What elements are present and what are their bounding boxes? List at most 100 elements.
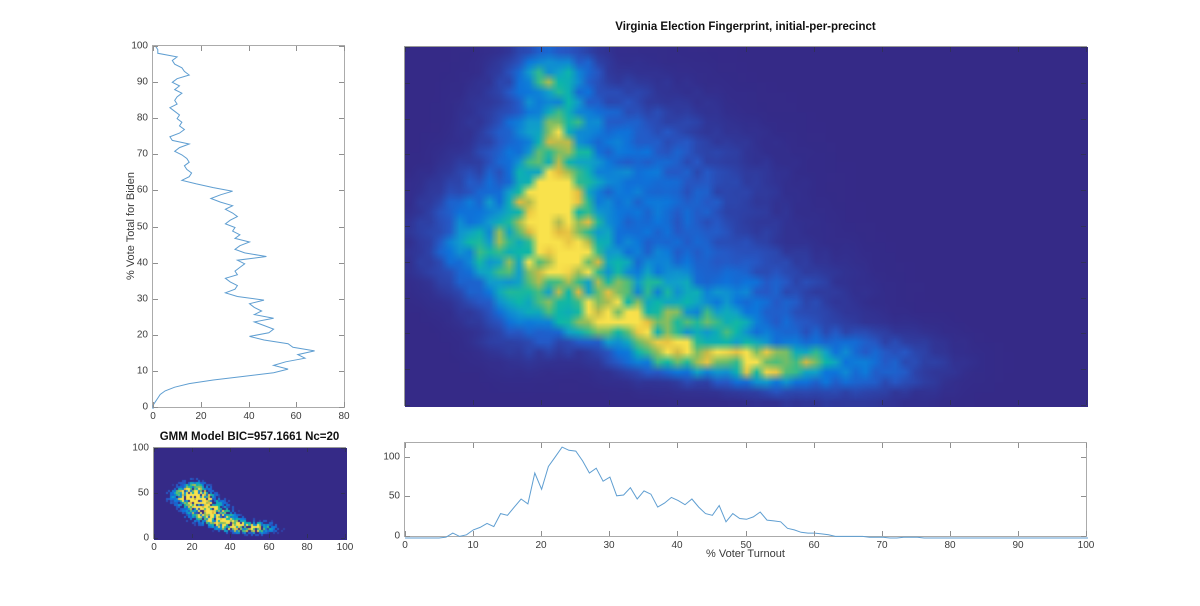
tick-mark	[192, 534, 193, 538]
tick-mark	[1081, 119, 1086, 120]
turnout-histogram-panel: 0 10 20 30 40 50 60 70 80 90 100 0 50 100	[383, 442, 1094, 551]
tick-label: 50	[137, 487, 149, 499]
tick-mark	[814, 47, 815, 52]
tick-label: 0	[143, 532, 149, 544]
tick-mark	[153, 154, 158, 155]
tick-mark	[1081, 154, 1086, 155]
tick-mark	[1081, 262, 1086, 263]
tick-mark	[153, 82, 158, 83]
tick-mark	[296, 402, 297, 407]
tick-mark	[405, 119, 410, 120]
tick-mark	[339, 227, 344, 228]
tick-label: 10	[136, 365, 148, 377]
tick-mark	[473, 443, 474, 448]
tick-mark	[405, 47, 410, 48]
tick-label: 60	[808, 540, 820, 551]
tick-mark	[473, 47, 474, 52]
tick-mark	[473, 400, 474, 405]
tick-label: 100	[1077, 540, 1095, 551]
tick-mark	[609, 531, 610, 536]
tick-mark	[153, 118, 158, 119]
tick-label: 60	[136, 184, 148, 196]
tick-mark	[746, 400, 747, 405]
tick-label: 40	[243, 411, 255, 422]
tick-label: 30	[136, 293, 148, 305]
tick-mark	[882, 47, 883, 52]
tick-mark	[405, 298, 410, 299]
tick-mark	[1081, 47, 1086, 48]
tick-label: 80	[301, 542, 313, 553]
tick-mark	[154, 534, 155, 538]
tick-mark	[1081, 536, 1086, 537]
tick-mark	[345, 534, 346, 538]
tick-mark	[405, 333, 410, 334]
tick-label: 20	[186, 542, 198, 553]
tick-mark	[1086, 531, 1087, 536]
tick-mark	[1018, 531, 1019, 536]
tick-mark	[1081, 298, 1086, 299]
tick-mark	[339, 335, 344, 336]
tick-mark	[541, 400, 542, 405]
tick-mark	[153, 190, 158, 191]
tick-mark	[1018, 47, 1019, 52]
tick-mark	[1081, 496, 1086, 497]
tick-mark	[154, 493, 158, 494]
tick-label: 20	[195, 411, 207, 422]
tick-mark	[339, 299, 344, 300]
tick-mark	[269, 534, 270, 538]
fingerprint-heatmap-canvas	[405, 47, 1088, 407]
tick-label: 70	[876, 540, 888, 551]
tick-label: 100	[131, 40, 148, 52]
tick-mark	[814, 400, 815, 405]
tick-mark	[405, 369, 410, 370]
tick-label: 40	[671, 540, 683, 551]
tick-mark	[677, 47, 678, 52]
tick-mark	[746, 47, 747, 52]
tick-mark	[541, 531, 542, 536]
tick-mark	[950, 47, 951, 52]
tick-mark	[677, 400, 678, 405]
tick-mark	[344, 402, 345, 407]
tick-label: 0	[402, 540, 408, 551]
tick-mark	[882, 443, 883, 448]
tick-label: 40	[224, 542, 236, 553]
tick-mark	[950, 531, 951, 536]
tick-mark	[307, 534, 308, 538]
tick-label: 50	[136, 221, 148, 233]
tick-label: 10	[467, 540, 479, 551]
tick-mark	[339, 82, 344, 83]
tick-label: 0	[142, 401, 148, 413]
tick-mark	[296, 46, 297, 51]
gmm-heatmap-panel: 0 20 40 60 80 100 0 50 100	[132, 443, 353, 554]
fingerprint-chart-title: Virginia Election Fingerprint, initial-p…	[615, 21, 876, 33]
tick-mark	[153, 227, 158, 228]
tick-mark	[154, 448, 158, 449]
tick-mark	[1018, 443, 1019, 448]
tick-mark	[677, 531, 678, 536]
tick-mark	[153, 46, 154, 51]
tick-mark	[249, 46, 250, 51]
tick-label: 20	[535, 540, 547, 551]
tick-label: 60	[263, 542, 275, 553]
tick-mark	[339, 407, 344, 408]
tick-mark	[677, 443, 678, 448]
tick-mark	[405, 83, 410, 84]
tick-label: 0	[151, 542, 157, 553]
tick-label: 60	[290, 411, 302, 422]
tick-mark	[1018, 400, 1019, 405]
tick-mark	[269, 448, 270, 452]
tick-label: 70	[136, 148, 148, 160]
tick-mark	[405, 47, 406, 52]
biden-vote-histogram-panel: 0 20 40 60 80 0 10 20 30 40 50 60 70 80 90 100	[131, 41, 349, 423]
tick-mark	[746, 443, 747, 448]
tick-mark	[405, 154, 410, 155]
tick-mark	[882, 531, 883, 536]
tick-mark	[339, 154, 344, 155]
tick-label: 100	[132, 442, 149, 454]
data-line	[152, 45, 315, 409]
biden-vote-histogram-line	[152, 45, 315, 409]
tick-label: 20	[136, 329, 148, 341]
tick-mark	[192, 448, 193, 452]
tick-mark	[473, 531, 474, 536]
tick-mark	[341, 493, 345, 494]
